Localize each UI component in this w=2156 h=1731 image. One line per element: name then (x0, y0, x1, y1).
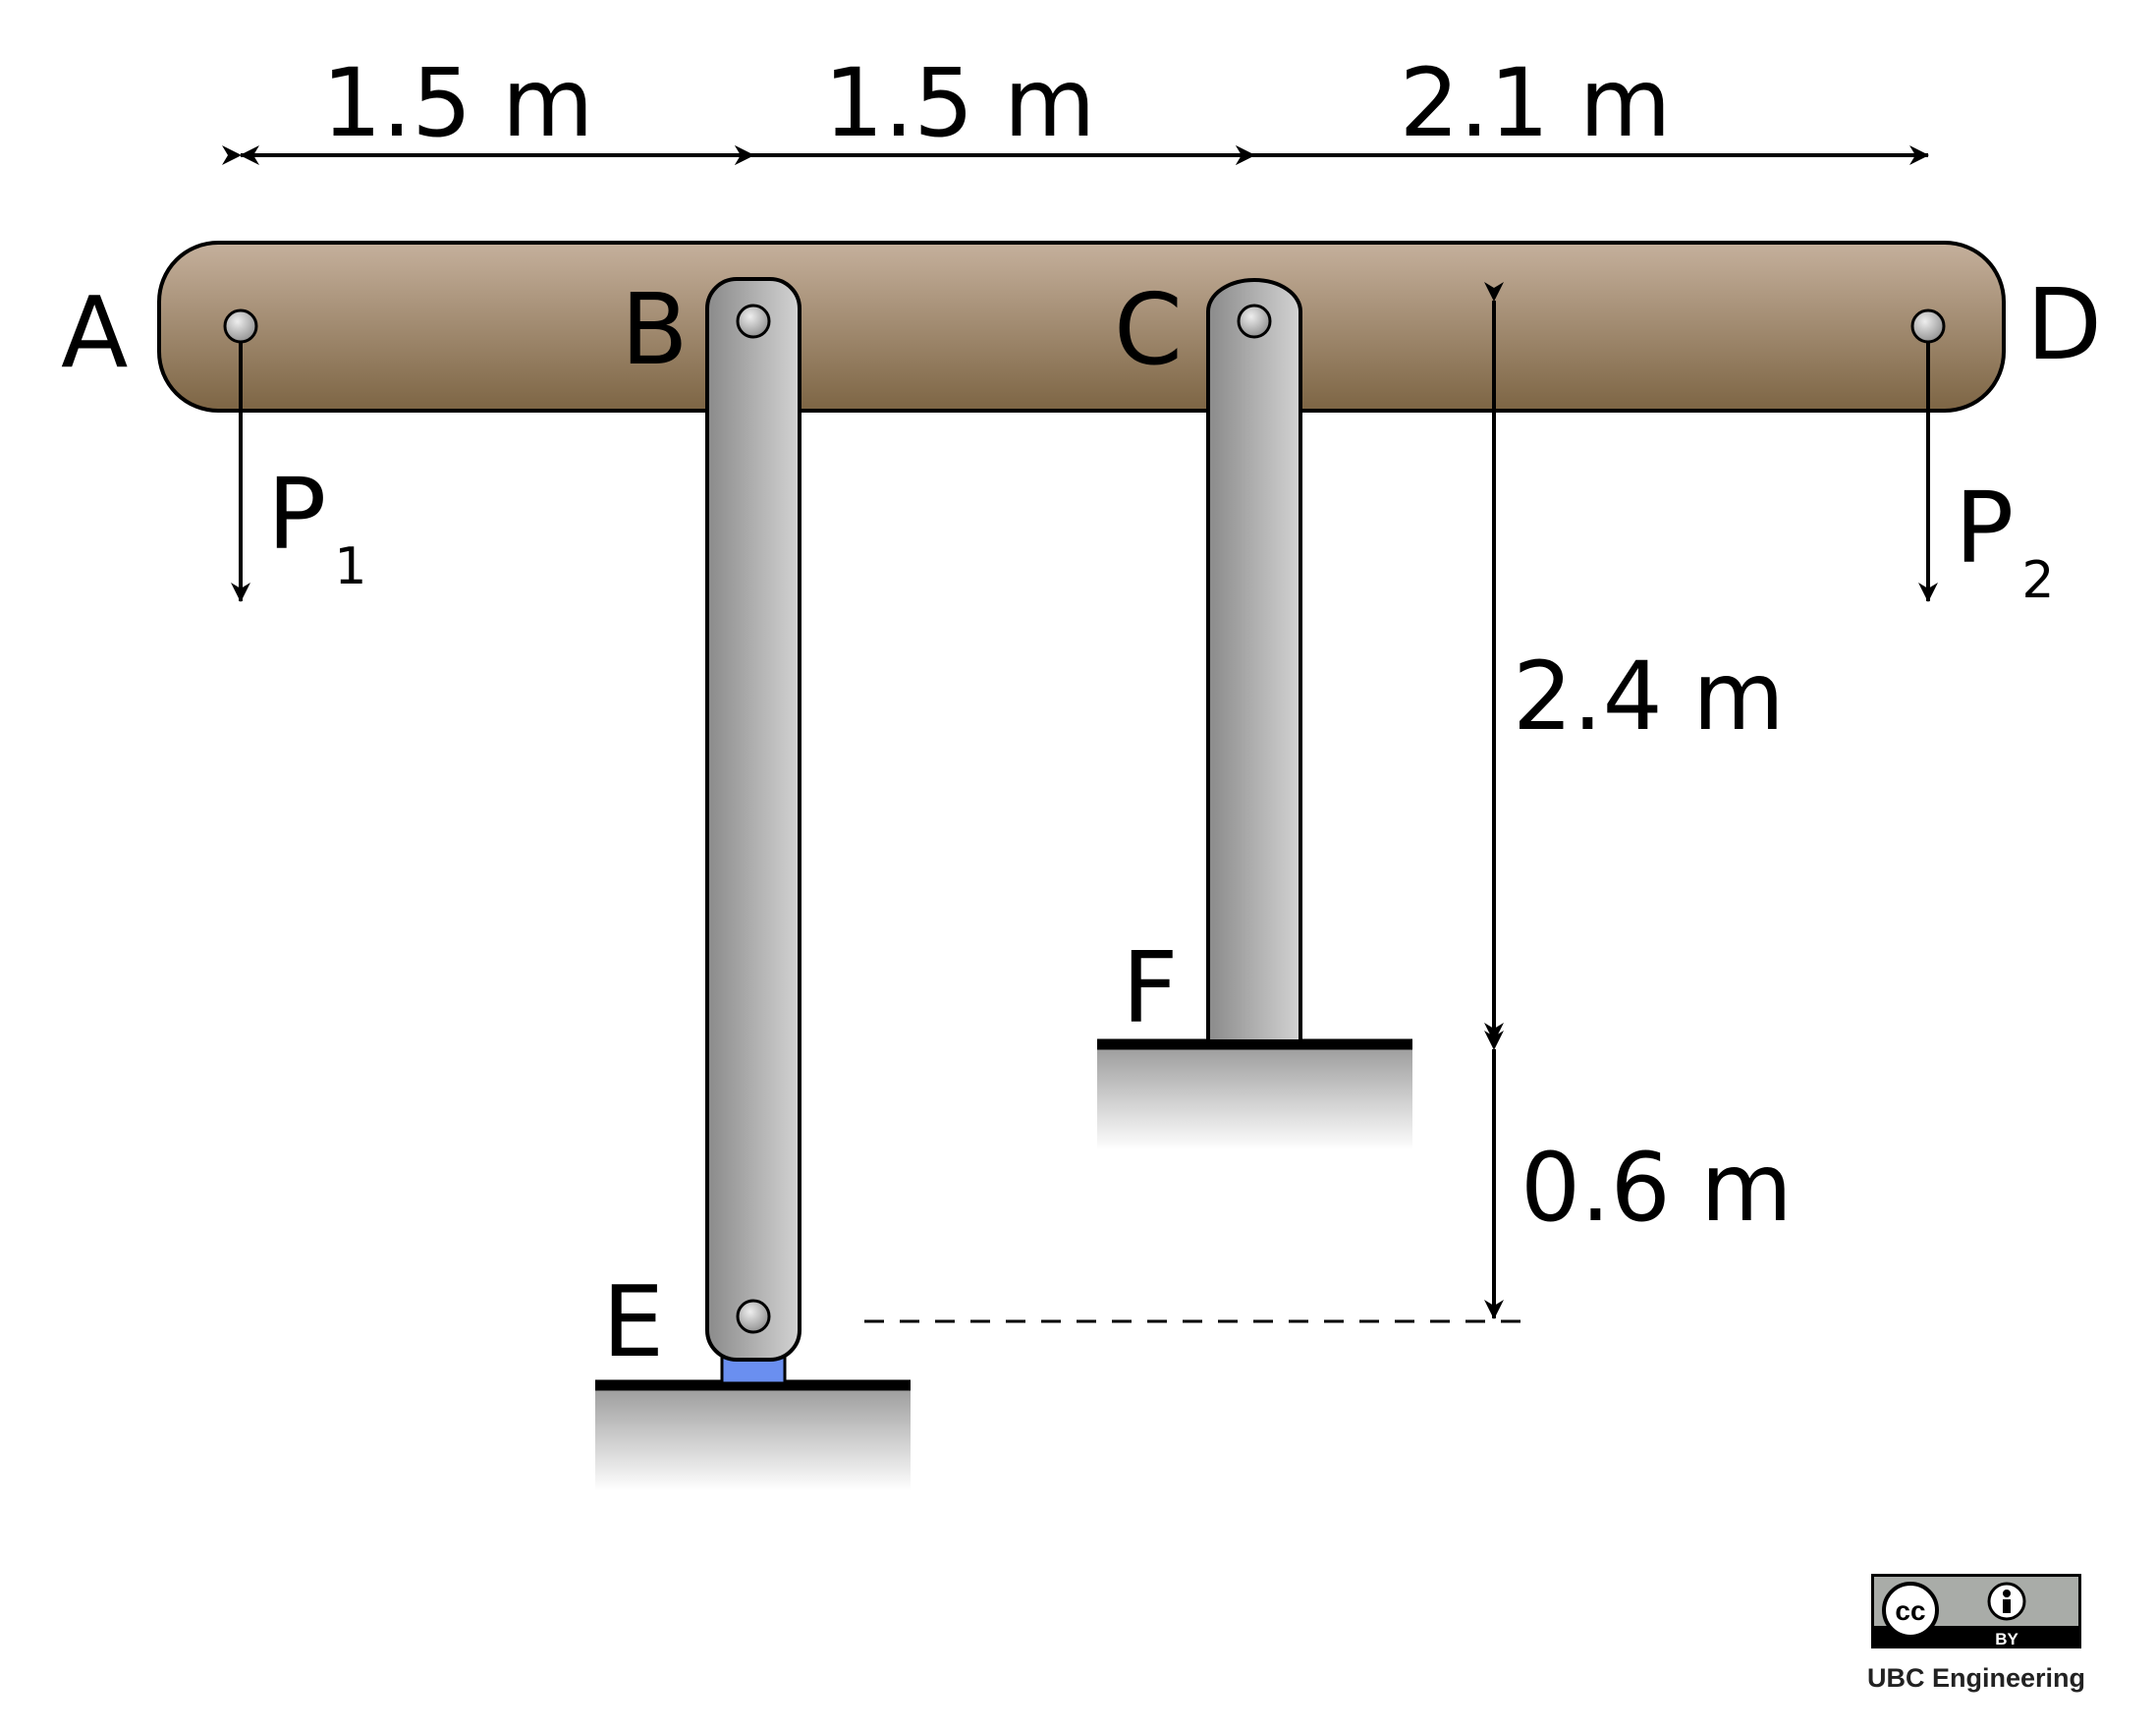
link-be (705, 277, 802, 1362)
post-cf (1206, 278, 1302, 1043)
label-f: F (1122, 930, 1179, 1045)
ground-support-e (595, 1379, 911, 1491)
label-a: A (61, 275, 128, 390)
dimension-label-beam-to-f: 2.4 m (1513, 642, 1785, 752)
credit-text: UBC Engineering (1867, 1663, 2085, 1693)
pin-c (1237, 304, 1272, 339)
label-b: B (621, 272, 689, 387)
label-d: D (2026, 267, 2102, 382)
pin-a (223, 308, 258, 344)
pin-d (1910, 308, 1946, 344)
ground-support-f (1097, 1038, 1412, 1150)
label-e: E (602, 1264, 664, 1379)
cc-by-icon: cc BY (1871, 1574, 2081, 1648)
beam-abcd (157, 241, 2006, 413)
pin-e (736, 1299, 771, 1334)
dimension-label-bc: 1.5 m (824, 48, 1096, 158)
svg-text:BY: BY (1995, 1630, 2018, 1648)
pin-b (736, 304, 771, 339)
dimension-label-cd: 2.1 m (1400, 48, 1672, 158)
label-c: C (1114, 272, 1183, 387)
svg-text:cc: cc (1895, 1595, 1925, 1626)
dimension-label-ab: 1.5 m (322, 48, 594, 158)
dimension-label-f-to-e: 0.6 m (1520, 1133, 1793, 1243)
